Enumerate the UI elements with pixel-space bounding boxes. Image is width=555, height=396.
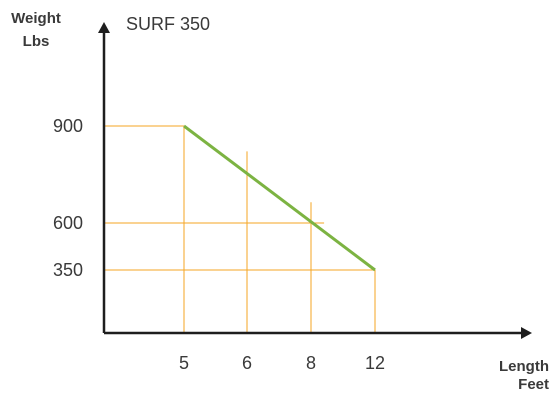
x-tick-label-3: 12 — [365, 353, 385, 373]
x-tick-label-0: 5 — [179, 353, 189, 373]
guide-lines — [104, 125, 376, 333]
x-tick-label-1: 6 — [242, 353, 252, 373]
chart-title: SURF 350 — [126, 14, 210, 34]
x-axis-title-line-2: Feet — [518, 376, 549, 393]
x-tick-label-2: 8 — [306, 353, 316, 373]
y-tick-label-2: 350 — [53, 260, 83, 280]
axes — [98, 22, 532, 339]
x-axis-arrow — [521, 327, 532, 339]
y-axis-title-line-1: Weight — [11, 10, 61, 27]
y-axis-title-line-2: Lbs — [23, 33, 50, 50]
series-line — [183, 124, 376, 272]
labels: Weight Lbs SURF 350 900 600 350 5 6 8 12 LengthFee… — [11, 10, 549, 393]
y-tick-label-0: 900 — [53, 116, 83, 136]
x-axis-title-line-1: Length — [499, 358, 549, 375]
series-group — [183, 124, 376, 272]
y-tick-label-1: 600 — [53, 213, 83, 233]
y-axis-arrow — [98, 22, 110, 33]
